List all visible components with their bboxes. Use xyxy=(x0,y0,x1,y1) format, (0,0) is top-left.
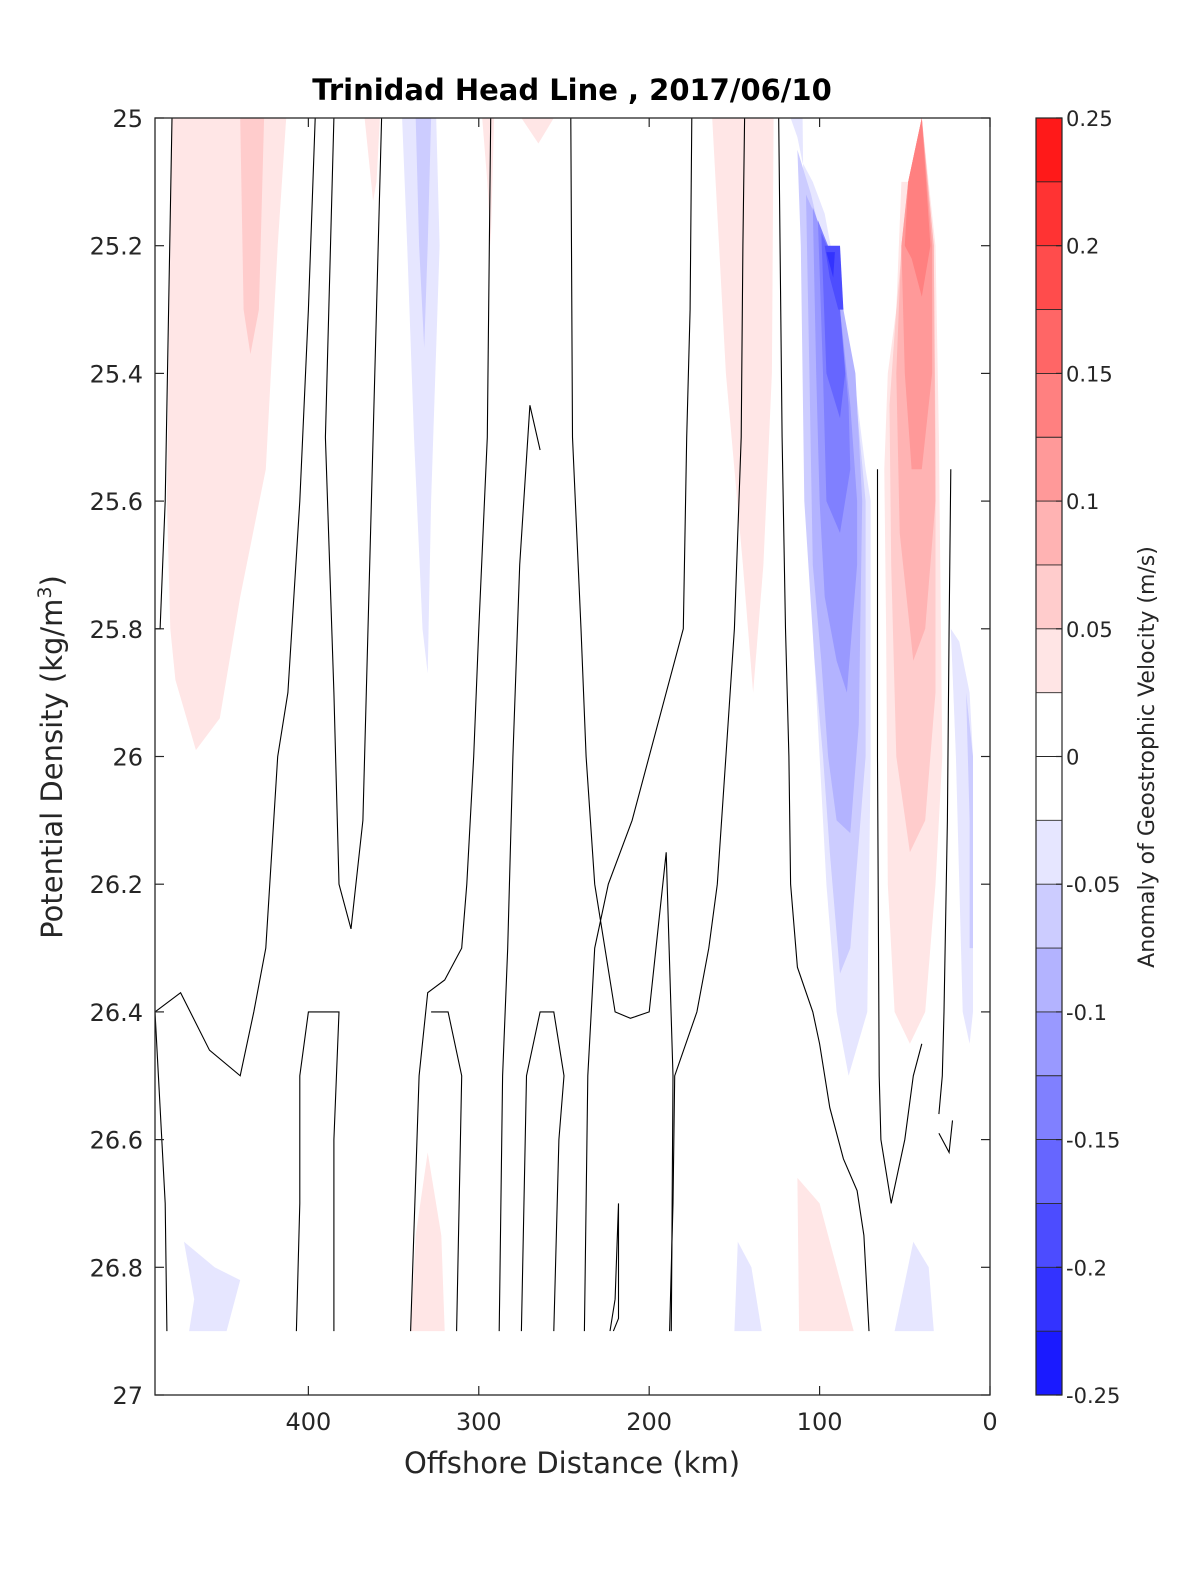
zero-contour-line-1 xyxy=(155,118,316,1077)
colorbar-band xyxy=(1036,373,1062,438)
colorbar-tick-label: 0 xyxy=(1066,746,1079,770)
x-tick-label: 100 xyxy=(797,1408,843,1436)
colorbar-band xyxy=(1036,820,1062,885)
x-tick-label: 400 xyxy=(285,1408,331,1436)
colorbar-tick-label: 0.2 xyxy=(1066,235,1099,259)
filled-contour-region-22 xyxy=(966,692,973,949)
zero-contour-line-7 xyxy=(520,1011,565,1332)
colorbar-band xyxy=(1036,1075,1062,1141)
filled-contour-region-23 xyxy=(184,1241,241,1332)
colorbar-band xyxy=(1036,756,1062,821)
y-axis: 25 25.2 25.4 25.6 25.8 26 26.2 26.4 26.6 26.8 27 xyxy=(90,105,990,1410)
filled-contour-region-24 xyxy=(410,1152,445,1332)
zero-contour-line-9 xyxy=(583,118,693,1332)
y-tick-label: 26.4 xyxy=(90,999,143,1027)
colorbar-bands xyxy=(1036,118,1062,1396)
colorbar-band xyxy=(1036,245,1062,311)
chart-title: Trinidad Head Line , 2017/06/10 xyxy=(312,73,832,107)
zero-contour-line-16 xyxy=(938,1120,954,1155)
filled-contour-region-27 xyxy=(894,1241,934,1332)
x-tick-label: 0 xyxy=(982,1408,997,1436)
colorbar-band xyxy=(1036,948,1062,1013)
zero-contour-layer xyxy=(155,118,954,1332)
colorbar-band xyxy=(1036,1331,1062,1396)
zero-contour-line-2 xyxy=(155,1011,168,1332)
zero-contour-line-5 xyxy=(295,1011,340,1332)
colorbar: 0.25 0.2 0.15 0.1 0.05 0 -0.05 -0.1 -0.15 -0.2 -0.… xyxy=(1035,107,1120,1408)
y-tick-label: 26.6 xyxy=(90,1127,143,1155)
y-axis-title: Potential Density (kg/m3) xyxy=(34,575,69,939)
zero-contour-line-12 xyxy=(669,118,746,1332)
colorbar-band xyxy=(1036,884,1062,949)
filled-contour-region-15 xyxy=(826,252,835,278)
colorbar-band xyxy=(1036,1139,1062,1204)
filled-contour-region-4 xyxy=(364,118,380,201)
x-axis-title: Offshore Distance (km) xyxy=(404,1446,740,1480)
filled-contour-region-5 xyxy=(482,118,495,246)
filled-contour-region-2 xyxy=(402,118,440,674)
y-tick-label: 26.8 xyxy=(90,1254,143,1282)
y-axis-title-main: Potential Density (kg/m xyxy=(35,599,69,939)
y-tick-label: 25 xyxy=(112,105,143,133)
colorbar-band xyxy=(1036,1203,1062,1268)
zero-contour-line-6 xyxy=(570,118,674,1332)
colorbar-band xyxy=(1036,501,1062,566)
colorbar-band xyxy=(1036,1267,1062,1332)
colorbar-title: Anomaly of Geostrophic Velocity (m/s) xyxy=(1135,546,1160,968)
colorbar-tick-label: -0.25 xyxy=(1066,1384,1120,1408)
zero-contour-line-8 xyxy=(431,1011,463,1332)
colorbar-tick-label: 0.05 xyxy=(1066,618,1113,642)
y-tick-label: 25.4 xyxy=(90,360,143,388)
zero-contour-line-10 xyxy=(609,1203,620,1332)
y-axis-title-close: ) xyxy=(35,575,69,586)
filled-contour-region-26 xyxy=(797,1177,854,1332)
filled-contour-region-25 xyxy=(734,1241,762,1332)
colorbar-band xyxy=(1036,628,1062,694)
colorbar-tick-label: 0.25 xyxy=(1066,107,1113,131)
colorbar-band xyxy=(1036,437,1062,502)
filled-contour-region-3 xyxy=(415,118,432,348)
filled-contour-region-1 xyxy=(240,118,265,355)
y-tick-label: 25.2 xyxy=(90,233,143,261)
y-tick-label: 25.8 xyxy=(90,616,143,644)
colorbar-tick-label: 0.15 xyxy=(1066,362,1113,386)
filled-contour-layer xyxy=(166,118,973,1332)
x-tick-label: 300 xyxy=(456,1408,502,1436)
y-tick-label: 26 xyxy=(112,744,143,772)
plot-area: 400 300 200 100 0 25 25.2 25.4 25.6 25.8 26 26.2 26… xyxy=(90,105,998,1436)
colorbar-band xyxy=(1036,692,1062,757)
zero-contour-line-3 xyxy=(324,118,383,930)
filled-contour-region-6 xyxy=(521,118,554,144)
zero-contour-line-13 xyxy=(498,405,541,1332)
colorbar-tick-label: 0.1 xyxy=(1066,490,1099,514)
filled-contour-region-7 xyxy=(712,118,774,693)
y-tick-label: 26.2 xyxy=(90,871,143,899)
colorbar-tick-label: -0.2 xyxy=(1066,1256,1107,1280)
colorbar-tick-label: -0.15 xyxy=(1066,1129,1120,1153)
colorbar-band xyxy=(1036,181,1062,247)
zero-contour-line-11 xyxy=(778,118,870,1332)
zero-contour-line-15 xyxy=(938,469,952,1115)
zero-contour-line-14 xyxy=(876,469,923,1204)
colorbar-band xyxy=(1036,564,1062,630)
colorbar-band xyxy=(1036,309,1062,374)
colorbar-band xyxy=(1036,1011,1062,1077)
colorbar-band xyxy=(1036,118,1062,183)
colorbar-tick-label: -0.1 xyxy=(1066,1001,1107,1025)
colorbar-tick-label: -0.05 xyxy=(1066,873,1120,897)
y-axis-title-superscript: 3 xyxy=(34,586,56,598)
filled-contour-region-20 xyxy=(904,118,931,297)
x-tick-label: 200 xyxy=(626,1408,672,1436)
x-axis: 400 300 200 100 0 xyxy=(285,118,998,1436)
colorbar-ticks: 0.25 0.2 0.15 0.1 0.05 0 -0.05 -0.1 -0.15 -0.2 -0.… xyxy=(1056,107,1120,1408)
filled-contour-region-13 xyxy=(821,232,846,419)
y-tick-label: 27 xyxy=(112,1382,143,1410)
y-tick-label: 25.6 xyxy=(90,488,143,516)
zero-contour-line-4 xyxy=(410,118,492,1332)
